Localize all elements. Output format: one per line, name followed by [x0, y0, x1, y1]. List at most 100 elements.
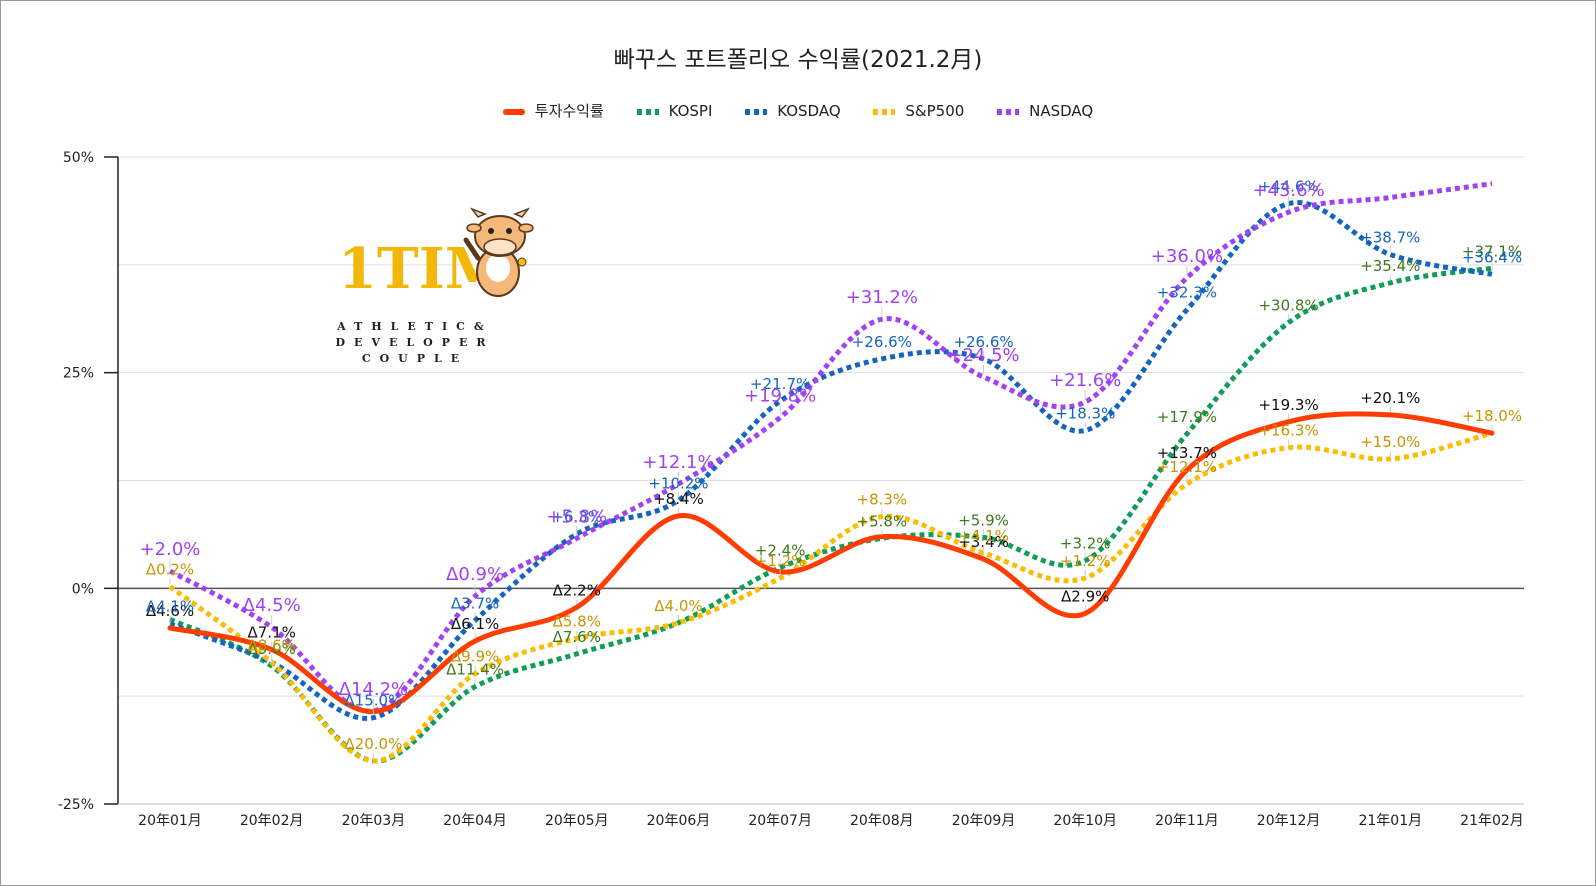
- data-label: Δ6.1%: [451, 615, 499, 633]
- data-label: +30.8%: [1258, 297, 1318, 315]
- data-label: +12.1%: [1157, 458, 1217, 476]
- data-label: +15.0%: [1360, 433, 1420, 451]
- data-label: +36.4%: [1462, 248, 1522, 266]
- data-label: +26.6%: [852, 333, 912, 351]
- data-label: +2.0%: [140, 539, 201, 560]
- data-label: Δ3.7%: [451, 594, 499, 612]
- x-tick-label: 20年02月: [240, 813, 304, 829]
- data-label: Δ4.0%: [654, 597, 702, 615]
- logo-subtitle-line: COUPLE: [362, 352, 468, 365]
- data-label: +2.4%: [755, 542, 806, 560]
- data-label: +44.6%: [1258, 178, 1318, 196]
- x-tick-label: 20年07月: [748, 813, 812, 829]
- y-tick-label: 0%: [72, 581, 94, 597]
- legend-swatch: [873, 108, 896, 115]
- data-labels: Δ4.6% Δ7.1% Δ6.1% Δ2.2% +8.4% +3.4% Δ2.9% +13.7…: [140, 178, 1522, 758]
- data-label: +16.3%: [1258, 422, 1318, 440]
- data-label: +37.1%: [1462, 242, 1522, 260]
- data-label: +10.2%: [648, 474, 708, 492]
- logo-subtitle-line: DEVELOPER: [336, 336, 495, 349]
- data-label: +24.5%: [947, 345, 1019, 366]
- data-label: +32.3%: [1157, 284, 1217, 302]
- legend-swatch: [502, 108, 525, 115]
- series-line-sp500: [168, 430, 1493, 764]
- data-label: +8.4%: [653, 490, 704, 508]
- legend-item[interactable]: KOSPI: [636, 102, 713, 120]
- legend-label: KOSPI: [668, 102, 713, 120]
- data-label: +19.3%: [1258, 396, 1318, 414]
- x-tick-label: 21年01月: [1358, 813, 1422, 829]
- data-label: Δ7.6%: [553, 628, 601, 646]
- chart-legend: 투자수익률 KOSPI KOSDAQ S&P500 NASDAQ: [0, 100, 1596, 121]
- data-label: Δ0.2%: [146, 561, 194, 579]
- x-tick-label: 20年08月: [850, 813, 914, 829]
- legend-swatch: [636, 108, 659, 115]
- data-label: +3.2%: [1060, 535, 1111, 553]
- gridlines: [118, 156, 1524, 805]
- data-label: Δ4.1%: [146, 598, 194, 616]
- legend-swatch: [997, 108, 1020, 115]
- series-lines: [167, 181, 1495, 764]
- legend-label: S&P500: [905, 102, 965, 120]
- y-tick-label: -25%: [58, 797, 94, 813]
- chart-title: 빠꾸스 포트폴리오 수익률(2021.2月): [613, 47, 983, 73]
- data-label: +3.4%: [958, 533, 1009, 551]
- data-label: +5.9%: [958, 511, 1009, 529]
- data-label: Δ4.5%: [243, 595, 301, 616]
- series-line-nasdaq: [168, 181, 1493, 714]
- data-label: Δ8.6%: [248, 637, 296, 655]
- data-label: +5.8%: [857, 512, 908, 530]
- legend-item[interactable]: 투자수익률: [502, 100, 604, 121]
- data-label: +8.3%: [857, 491, 908, 509]
- data-label: Δ20.0%: [344, 735, 402, 753]
- x-tick-label: 20年11月: [1155, 813, 1219, 829]
- data-label: +1.2%: [1060, 552, 1111, 570]
- data-label: Δ7.1%: [248, 624, 296, 642]
- data-label: +4.1%: [958, 527, 1009, 545]
- x-tick-label: 21年02月: [1460, 813, 1524, 829]
- x-tick-label: 20年01月: [138, 813, 202, 829]
- data-label: Δ4.6%: [146, 602, 194, 620]
- data-label: +31.2%: [846, 287, 918, 308]
- data-label: +38.7%: [1360, 228, 1420, 246]
- data-label: Δ14.2%: [339, 679, 409, 700]
- data-label: Δ2.2%: [553, 581, 601, 599]
- x-tick-label: 20年05月: [545, 813, 609, 829]
- data-label: +21.6%: [1049, 370, 1121, 391]
- legend-item[interactable]: S&P500: [873, 102, 964, 120]
- data-label: +1.2%: [755, 552, 806, 570]
- legend-label: NASDAQ: [1029, 102, 1094, 120]
- data-label: +43.6%: [1252, 180, 1324, 201]
- brand-logo: 1TIM ATHLETIC& DEVELOPER COUPLE: [336, 207, 534, 365]
- data-label: +13.7%: [1157, 444, 1217, 462]
- data-label: +18.0%: [1462, 407, 1522, 425]
- data-label: +36.0%: [1151, 246, 1223, 267]
- cow-mascot-icon: [463, 207, 534, 297]
- data-label: +5.8%: [546, 506, 607, 527]
- data-label: Δ9.0%: [248, 640, 296, 658]
- data-label: Δ5.8%: [553, 612, 601, 630]
- x-tick-label: 20年04月: [443, 813, 507, 829]
- legend-label: KOSDAQ: [777, 102, 841, 120]
- data-label: +6.3%: [551, 508, 602, 526]
- data-label: +18.3%: [1055, 404, 1115, 422]
- data-label: +20.1%: [1360, 389, 1420, 407]
- data-label: +26.6%: [953, 333, 1013, 351]
- data-label: +17.9%: [1157, 408, 1217, 426]
- x-tick-label: 20年10月: [1053, 813, 1117, 829]
- y-tick-label: 50%: [63, 150, 94, 166]
- series-line-portfolio: [167, 411, 1495, 715]
- legend-swatch: [745, 108, 768, 115]
- legend-item[interactable]: KOSDAQ: [745, 102, 841, 120]
- data-label: Δ9.9%: [451, 648, 499, 666]
- legend-item[interactable]: NASDAQ: [997, 102, 1093, 120]
- x-tick-label: 20年06月: [647, 813, 711, 829]
- x-tick-label: 20年03月: [342, 813, 406, 829]
- data-label: +21.7%: [750, 375, 810, 393]
- legend-label: 투자수익률: [534, 102, 604, 120]
- series-line-kospi: [168, 265, 1493, 764]
- data-label: Δ2.9%: [1061, 587, 1109, 605]
- logo-subtitle-line: ATHLETIC&: [336, 320, 493, 333]
